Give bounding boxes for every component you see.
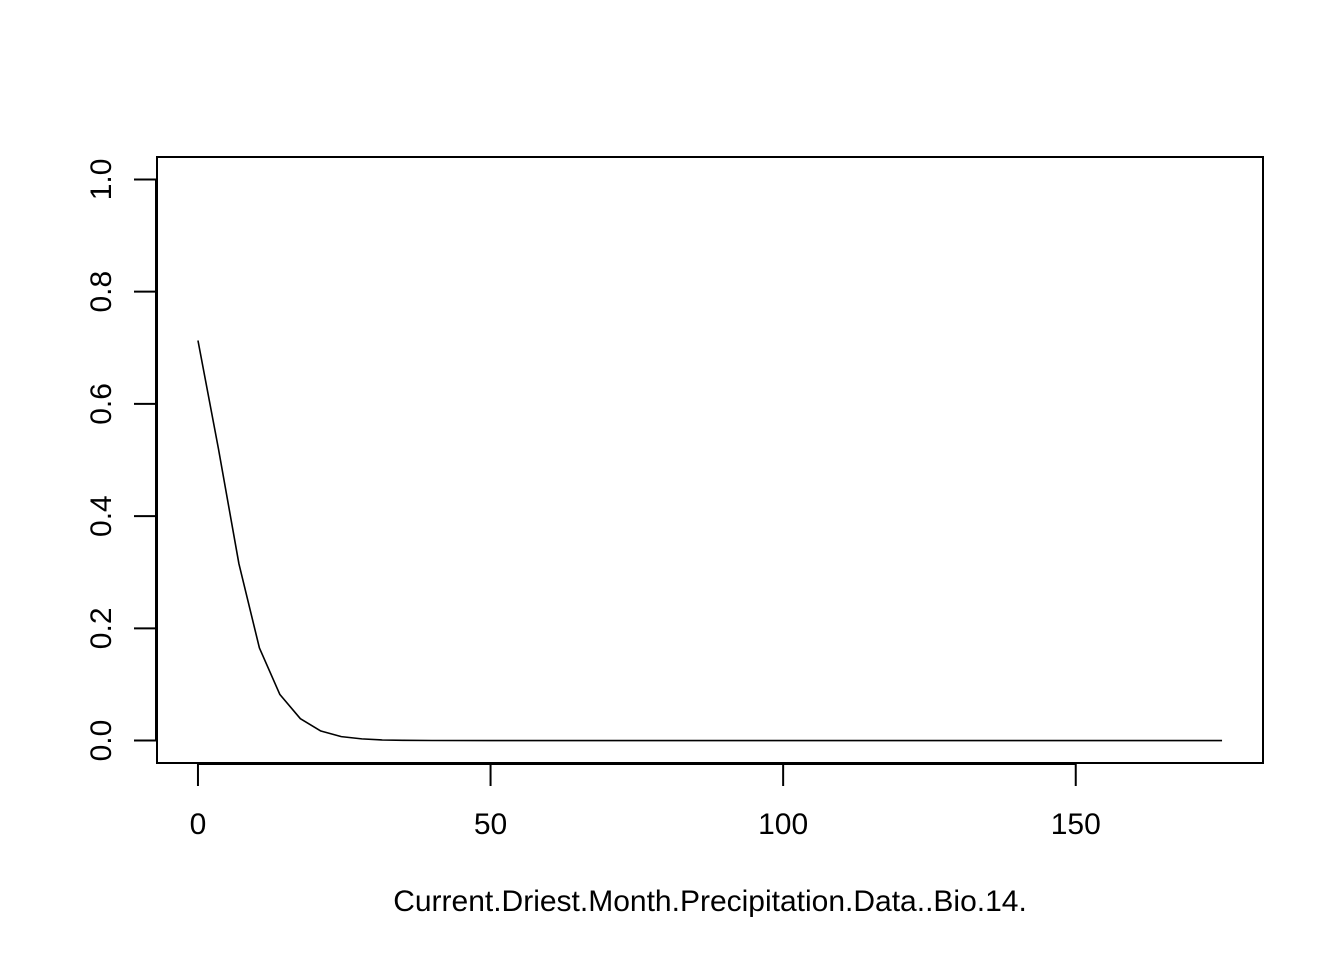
- y-tick-label: 0.6: [85, 383, 118, 425]
- series-layer: [197, 340, 1223, 742]
- x-axis-title: Current.Driest.Month.Precipitation.Data.…: [393, 885, 1027, 918]
- x-tick-label: 0: [190, 808, 207, 841]
- x-tick-label: 50: [474, 808, 507, 841]
- y-tick-label: 0.4: [85, 495, 118, 537]
- x-tick-label: 100: [758, 808, 808, 841]
- y-tick-label: 0.2: [85, 607, 118, 649]
- y-tick-label: 1.0: [85, 159, 118, 201]
- y-tick-label: 0.0: [85, 720, 118, 762]
- y-axis: 0.0 0.2 0.4 0.6 0.8 1.0: [85, 159, 157, 762]
- x-tick-label: 150: [1051, 808, 1101, 841]
- x-axis: 0 50 100 150: [190, 763, 1101, 841]
- series-line-0: [197, 340, 1223, 742]
- plot-frame: [156, 156, 1264, 764]
- y-tick-label: 0.8: [85, 271, 118, 313]
